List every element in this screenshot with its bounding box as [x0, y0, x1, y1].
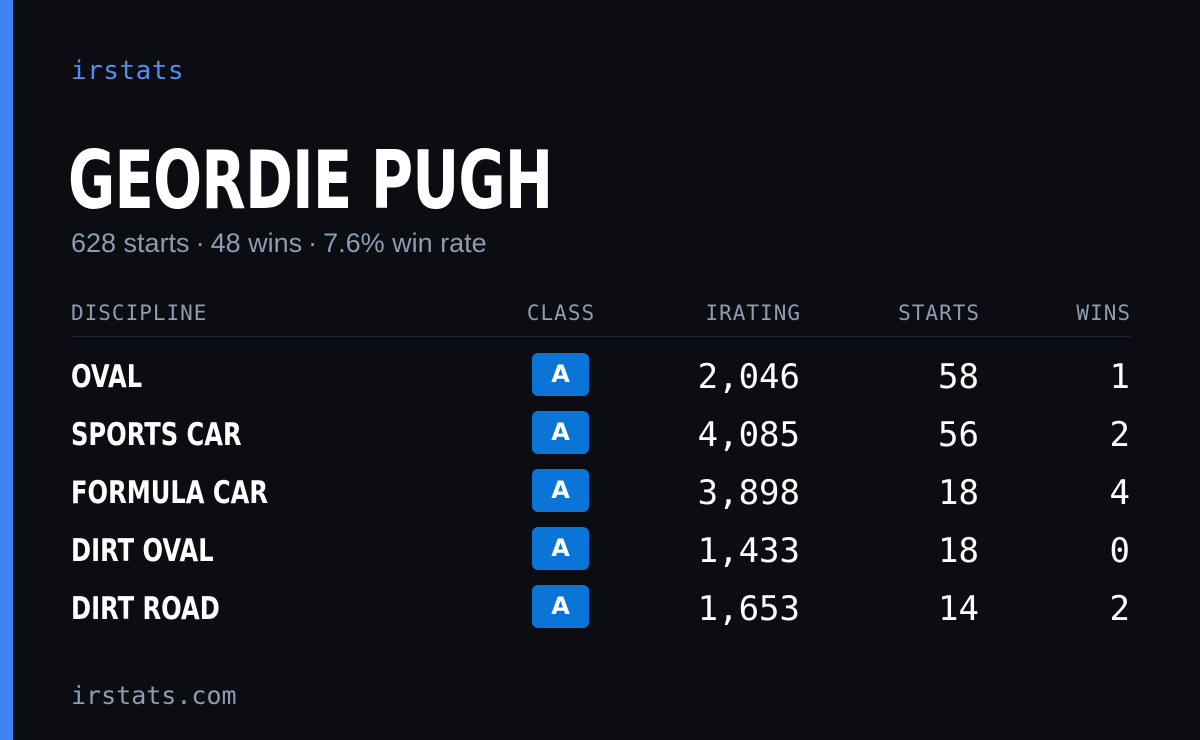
win-rate-summary: 7.6% win rate: [323, 228, 487, 258]
separator-dot: ·: [195, 228, 205, 258]
class-badge: A: [532, 411, 589, 454]
irating-value: 3,898: [697, 473, 800, 513]
irating-value: 1,433: [697, 531, 800, 571]
starts-value: 18: [938, 473, 979, 513]
starts-value: 56: [938, 415, 979, 455]
header-irating: IRATING: [705, 301, 801, 325]
class-badge: A: [532, 585, 589, 628]
header-starts: STARTS: [898, 301, 980, 325]
table-row: DIRT OVAL A 1,433 18 0: [71, 511, 1131, 571]
table-row: DIRT ROAD A 1,653 14 2: [71, 569, 1131, 629]
starts-summary: 628 starts: [71, 228, 190, 258]
wins-summary: 48 wins: [210, 228, 303, 258]
class-badge: A: [532, 469, 589, 512]
discipline-table: DISCIPLINE CLASS IRATING STARTS WINS OVA…: [71, 296, 1131, 629]
table-header: DISCIPLINE CLASS IRATING STARTS WINS: [71, 296, 1131, 337]
discipline-name: DIRT OVAL: [71, 533, 214, 569]
irating-value: 2,046: [697, 357, 800, 397]
discipline-name: DIRT ROAD: [71, 591, 220, 627]
header-class: CLASS: [526, 301, 596, 325]
starts-value: 14: [938, 589, 979, 629]
wins-value: 2: [1109, 415, 1130, 455]
discipline-name: OVAL: [71, 359, 143, 395]
header-wins: WINS: [1076, 301, 1131, 325]
wins-value: 0: [1109, 531, 1130, 571]
driver-name: GEORDIE PUGH: [68, 134, 553, 227]
irating-value: 4,085: [697, 415, 800, 455]
wins-value: 1: [1109, 357, 1130, 397]
starts-value: 58: [938, 357, 979, 397]
accent-bar: [0, 0, 13, 740]
brand-logo-text: irstats: [71, 56, 185, 86]
table-row: FORMULA CAR A 3,898 18 4: [71, 453, 1131, 513]
driver-summary: 628 starts · 48 wins · 7.6% win rate: [71, 228, 487, 259]
starts-value: 18: [938, 531, 979, 571]
wins-value: 4: [1109, 473, 1130, 513]
discipline-name: FORMULA CAR: [71, 475, 269, 511]
header-discipline: DISCIPLINE: [71, 301, 208, 325]
wins-value: 2: [1109, 589, 1130, 629]
irating-value: 1,653: [697, 589, 800, 629]
separator-dot: ·: [308, 228, 318, 258]
class-badge: A: [532, 353, 589, 396]
discipline-name: SPORTS CAR: [71, 417, 242, 453]
table-row: SPORTS CAR A 4,085 56 2: [71, 395, 1131, 455]
footer-url: irstats.com: [71, 681, 237, 710]
table-row: OVAL A 2,046 58 1: [71, 337, 1131, 397]
class-badge: A: [532, 527, 589, 570]
